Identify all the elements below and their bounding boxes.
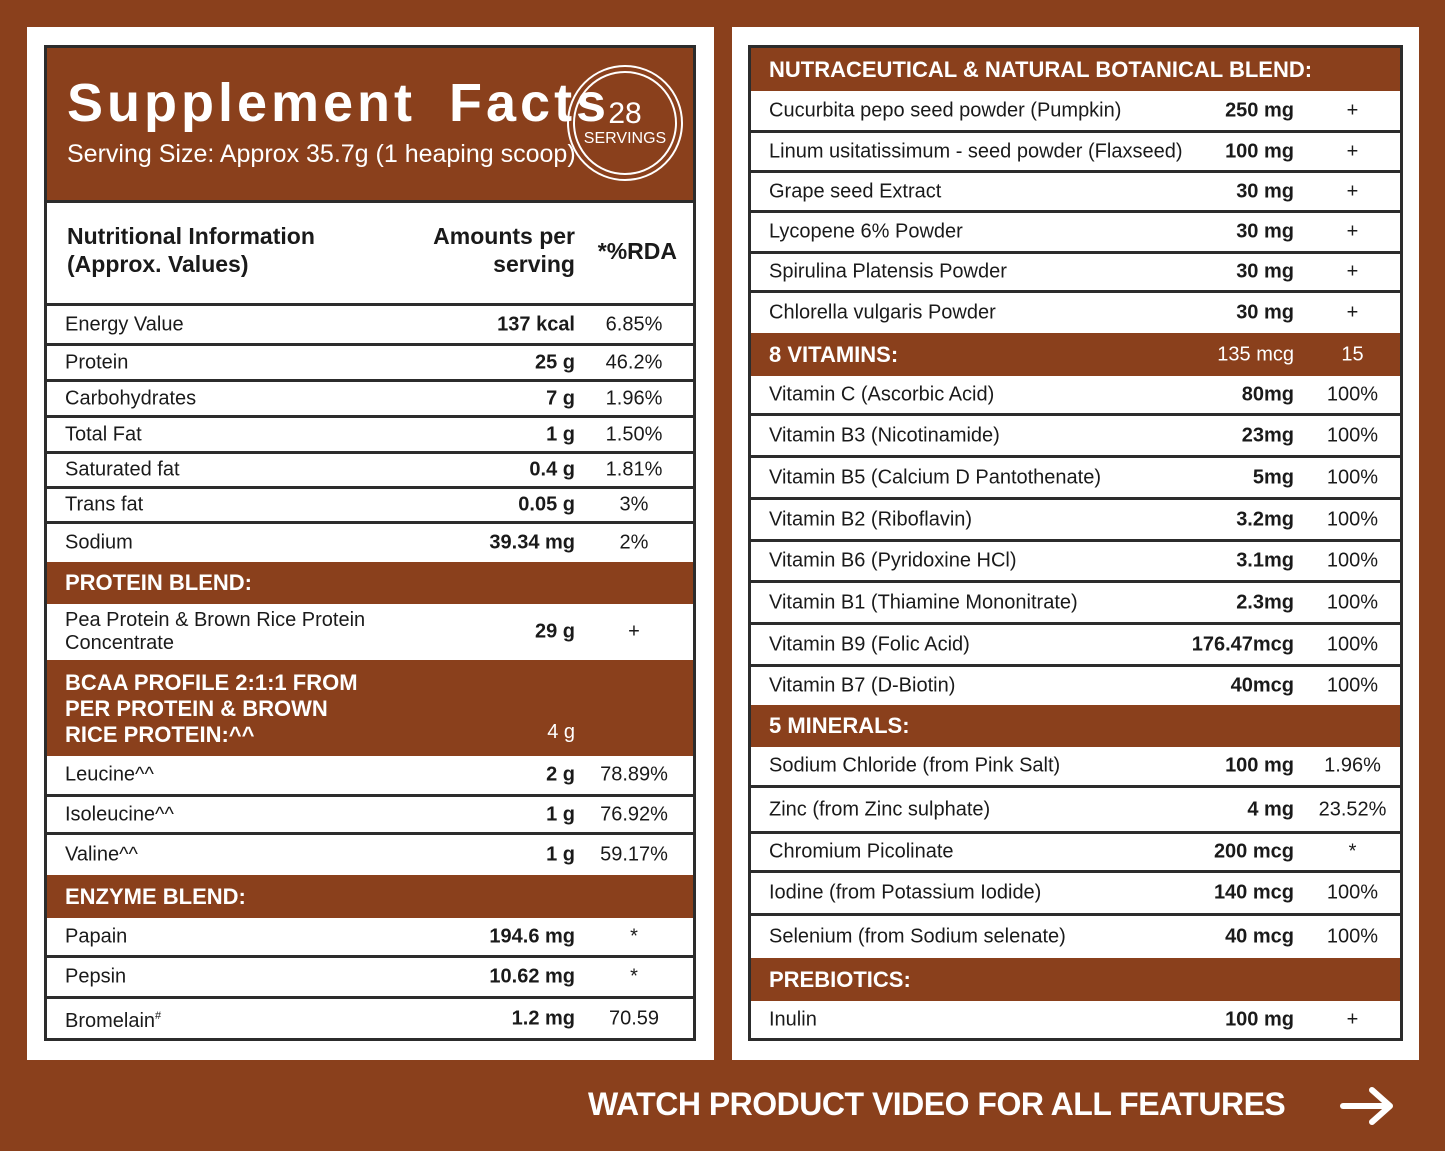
table-row: Zinc (from Zinc sulphate) 4 mg 23.52% xyxy=(751,788,1400,834)
table-row: Leucine^^ 2 g 78.89% xyxy=(47,756,693,797)
column-header-rda: *%RDA xyxy=(597,238,677,264)
table-row: Inulin 100 mg + xyxy=(769,1008,1359,1030)
section-vitamins: 8 VITAMINS: 135 mcg 15 xyxy=(751,333,1400,376)
table-row: Papain 194.6 mg * xyxy=(47,918,693,958)
section-minerals: 5 MINERALS: xyxy=(751,705,1400,747)
column-header-amount: Amounts per serving xyxy=(433,223,575,277)
table-row: Sodium 39.34 mg 2% xyxy=(65,531,649,554)
table-row: Chromium Picolinate 200 mcg * xyxy=(751,834,1400,873)
column-headers: Nutritional Information (Approx. Values)… xyxy=(47,203,693,306)
table-row: Energy Value 137 kcal 6.85% xyxy=(47,306,693,346)
serving-size: Serving Size: Approx 35.7g (1 heaping sc… xyxy=(67,140,576,168)
table-row: Vitamin B7 (D-Biotin) 40mcg 100% xyxy=(769,674,1379,697)
table-row: Vitamin B2 (Riboflavin) 3.2mg 100% xyxy=(751,500,1400,542)
table-row: Lycopene 6% Powder 30 mg + xyxy=(751,213,1400,254)
servings-count: 28 xyxy=(608,97,642,130)
ingredients-table: NUTRACEUTICAL & NATURAL BOTANICAL BLEND:… xyxy=(748,45,1403,1041)
table-row: Vitamin B5 (Calcium D Pantothenate) 5mg … xyxy=(751,458,1400,500)
table-row: Isoleucine^^ 1 g 76.92% xyxy=(47,797,693,835)
section-prebiotics: PREBIOTICS: xyxy=(751,958,1400,1001)
table-row: Total Fat 1 g 1.50% xyxy=(47,418,693,454)
table-row: Protein 25 g 46.2% xyxy=(47,346,693,382)
table-row: Sodium Chloride (from Pink Salt) 100 mg … xyxy=(751,747,1400,788)
table-row: Bromelain# 1.2 mg 70.59 xyxy=(65,1007,660,1032)
table-row: Iodine (from Potassium Iodide) 140 mcg 1… xyxy=(751,873,1400,916)
supplement-facts-header: Supplement Facts Serving Size: Approx 35… xyxy=(47,48,693,203)
table-row: Vitamin B9 (Folic Acid) 176.47mcg 100% xyxy=(751,625,1400,667)
arrow-right-icon[interactable] xyxy=(1340,1086,1396,1126)
table-row: Pepsin 10.62 mg * xyxy=(47,958,693,999)
table-row: Carbohydrates 7 g 1.96% xyxy=(47,382,693,418)
servings-label: SERVINGS xyxy=(583,130,667,147)
supplement-facts-table: Supplement Facts Serving Size: Approx 35… xyxy=(44,45,696,1041)
table-row: Saturated fat 0.4 g 1.81% xyxy=(47,454,693,489)
table-row: Vitamin C (Ascorbic Acid) 80mg 100% xyxy=(751,376,1400,416)
table-row: Pea Protein & Brown Rice Protein Concent… xyxy=(65,609,640,654)
table-row: Grape seed Extract 30 mg + xyxy=(751,173,1400,213)
ingredients-panel: NUTRACEUTICAL & NATURAL BOTANICAL BLEND:… xyxy=(732,27,1419,1060)
table-row: Vitamin B6 (Pyridoxine HCl) 3.1mg 100% xyxy=(751,542,1400,583)
table-row: Vitamin B1 (Thiamine Mononitrate) 2.3mg … xyxy=(751,583,1400,625)
table-row: Trans fat 0.05 g 3% xyxy=(47,489,693,524)
section-botanical-blend: NUTRACEUTICAL & NATURAL BOTANICAL BLEND: xyxy=(751,48,1400,91)
section-protein-blend: PROTEIN BLEND: xyxy=(47,562,693,604)
table-row: Cucurbita pepo seed powder (Pumpkin) 250… xyxy=(751,91,1400,133)
table-row: Chlorella vulgaris Powder 30 mg + xyxy=(769,301,1359,324)
table-row: Vitamin B3 (Nicotinamide) 23mg 100% xyxy=(751,416,1400,458)
table-row: Spirulina Platensis Powder 30 mg + xyxy=(751,254,1400,293)
servings-badge: 28 SERVINGS xyxy=(567,65,683,181)
table-row: Selenium (from Sodium selenate) 40 mcg 1… xyxy=(769,925,1379,948)
column-header-name: Nutritional Information (Approx. Values) xyxy=(67,223,315,277)
table-row: Linum usitatissimum - seed powder (Flaxs… xyxy=(751,133,1400,173)
page-title: Supplement Facts xyxy=(67,73,611,133)
watch-video-link[interactable]: WATCH PRODUCT VIDEO FOR ALL FEATURES xyxy=(588,1086,1286,1122)
table-row: Valine^^ 1 g 59.17% xyxy=(65,843,668,866)
section-enzyme-blend: ENZYME BLEND: xyxy=(47,875,693,918)
section-bcaa-profile: BCAA PROFILE 2:1:1 FROM PER PROTEIN & BR… xyxy=(47,660,693,756)
supplement-facts-panel: Supplement Facts Serving Size: Approx 35… xyxy=(27,27,714,1060)
